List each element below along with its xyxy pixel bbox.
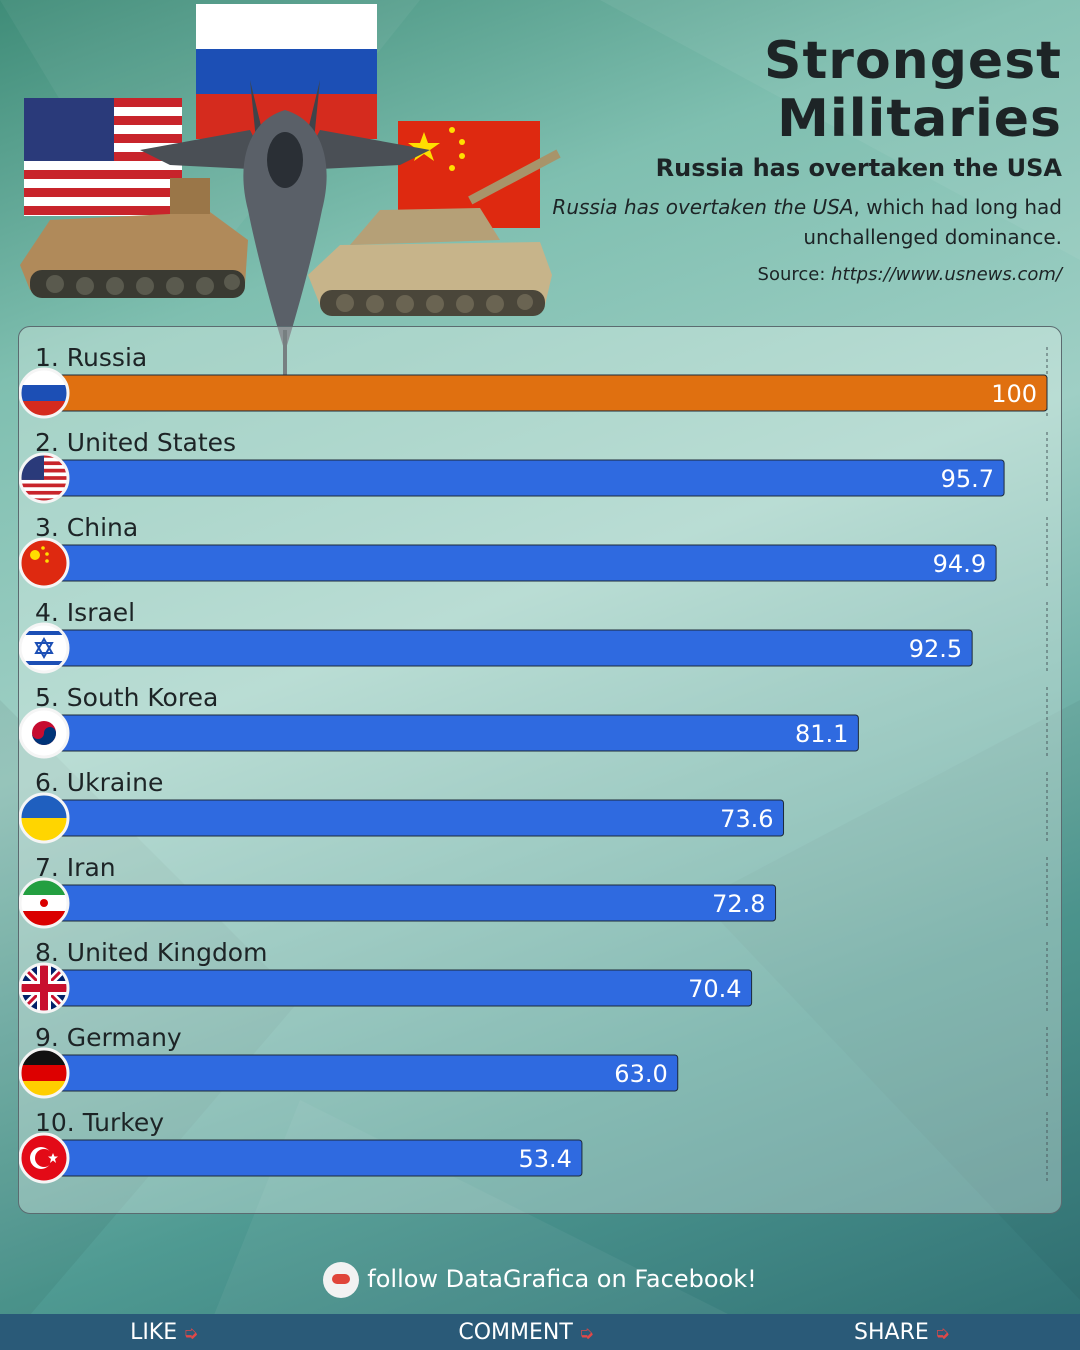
usa-flag-icon (19, 452, 70, 504)
bar (48, 714, 859, 752)
bar (48, 629, 973, 667)
uk-flag-icon (19, 962, 70, 1014)
china-flag-icon (19, 537, 70, 589)
bar-chart: 1. Russia 100 2. United States 95.7 3. China… (19, 343, 1048, 1184)
value-label: 73.6 (720, 805, 773, 833)
source-line: Source: https://www.usnews.com/ (542, 264, 1062, 285)
value-label: 70.4 (688, 975, 741, 1003)
source-label: Source: (757, 264, 832, 285)
value-label: 63.0 (614, 1060, 667, 1088)
turkey-flag-icon (19, 1132, 70, 1184)
bar (48, 884, 777, 922)
category-label: 6. Ukraine (35, 768, 163, 797)
category-label: 10. Turkey (35, 1108, 164, 1137)
category-label: 2. United States (35, 428, 236, 457)
source-url[interactable]: https://www.usnews.com/ (831, 264, 1062, 285)
share-button[interactable]: SHARE ➭ (854, 1320, 950, 1345)
bar (48, 544, 997, 582)
bar (48, 1054, 679, 1092)
israel-flag-icon (19, 622, 70, 674)
bar (48, 374, 1048, 412)
value-label: 72.8 (712, 890, 765, 918)
value-label: 81.1 (795, 720, 848, 748)
fighter-jet-illustration (140, 80, 430, 380)
title-line-2: Militaries (777, 89, 1062, 149)
germany-flag-icon (19, 1047, 70, 1099)
like-label: LIKE (130, 1319, 178, 1345)
ukraine-flag-icon (19, 792, 70, 844)
comment-label: COMMENT (458, 1319, 573, 1345)
category-label: 7. Iran (35, 853, 116, 882)
category-label: 5. South Korea (35, 683, 218, 712)
bar (48, 1139, 583, 1177)
arrow-icon: ➭ (183, 1322, 199, 1344)
arrow-icon: ➭ (934, 1322, 950, 1344)
value-label: 100 (991, 380, 1037, 408)
chart-description: Russia has overtaken the USA, which had … (542, 192, 1062, 252)
value-label: 94.9 (933, 550, 986, 578)
category-label: 4. Israel (35, 598, 135, 627)
russia-flag-icon (19, 367, 70, 419)
title-line-1: Strongest (764, 31, 1062, 91)
category-label: 8. United Kingdom (35, 938, 267, 967)
iran-flag-icon (19, 877, 70, 929)
value-label: 53.4 (518, 1145, 571, 1173)
chart-panel: 1. Russia 100 2. United States 95.7 3. China… (18, 326, 1062, 1214)
follow-text: follow DataGrafica on Facebook! (367, 1265, 757, 1293)
comment-button[interactable]: COMMENT ➭ (458, 1320, 594, 1345)
chart-subtitle: Russia has overtaken the USA (655, 154, 1062, 182)
datagrafica-logo-icon (323, 1262, 360, 1298)
share-label: SHARE (854, 1319, 929, 1345)
chart-title: Strongest Militaries (542, 32, 1062, 148)
description-emphasis: Russia has overtaken the USA (552, 195, 854, 219)
category-label: 1. Russia (35, 343, 147, 372)
bar (48, 969, 753, 1007)
bar (48, 799, 785, 837)
value-label: 95.7 (941, 465, 994, 493)
ifv-illustration (20, 178, 248, 298)
social-action-bar: LIKE ➭ COMMENT ➭ SHARE ➭ (0, 1314, 1080, 1350)
south-korea-flag-icon (19, 707, 70, 759)
bar (48, 459, 1005, 497)
header-illustration (20, 4, 561, 380)
like-button[interactable]: LIKE ➭ (130, 1320, 198, 1345)
title-block: Strongest Militaries Russia has overtake… (542, 32, 1062, 285)
value-label: 92.5 (909, 635, 962, 663)
follow-banner[interactable]: follow DataGrafica on Facebook! (0, 1262, 1080, 1298)
tank-illustration (308, 149, 561, 316)
arrow-icon: ➭ (578, 1322, 594, 1344)
description-rest: , which had long had unchallenged domina… (803, 195, 1062, 249)
category-label: 9. Germany (35, 1023, 182, 1052)
category-label: 3. China (35, 513, 138, 542)
